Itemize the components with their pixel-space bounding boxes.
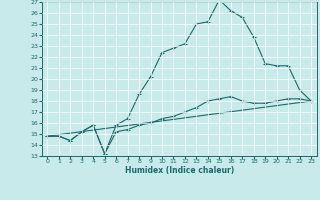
X-axis label: Humidex (Indice chaleur): Humidex (Indice chaleur) bbox=[124, 166, 234, 175]
